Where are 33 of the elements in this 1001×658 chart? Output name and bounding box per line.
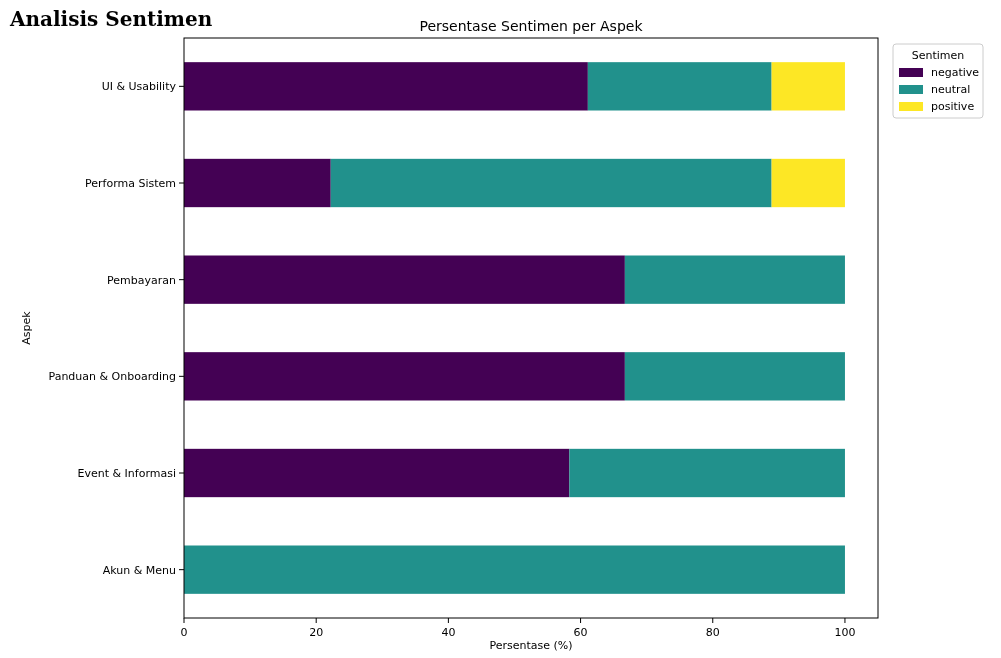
legend-label: negative [931,66,980,79]
bar [587,62,772,111]
bar [771,62,845,111]
chart-title: Persentase Sentimen per Aspek [419,18,644,34]
y-tick-label: Pembayaran [107,273,177,287]
y-axis-title: Aspek [20,310,33,345]
bar [184,352,625,401]
bar [184,545,845,594]
legend-title: Sentimen [911,49,965,62]
legend-label: neutral [931,83,971,96]
bar [771,158,845,208]
x-tick-label: 0 [180,626,188,639]
legend-label: positive [931,100,975,113]
y-tick-label: UI & Usability [101,80,177,94]
x-tick-label: 60 [573,626,588,639]
x-tick-label: 80 [705,626,720,639]
bar [624,352,845,401]
y-tick-label: Akun & Menu [102,563,176,577]
bar [624,255,845,304]
bar [330,158,772,208]
y-tick-label: Panduan & Onboarding [48,370,176,384]
bar [184,158,331,208]
bar [569,448,845,498]
x-tick-label: 20 [309,626,324,639]
x-axis-title: Persentase (%) [489,639,573,652]
bar [184,448,570,498]
y-tick-label: Event & Informasi [77,466,176,480]
bar [184,255,625,304]
x-tick-label: 40 [441,626,456,639]
text: Analisis Sentimen [9,7,213,31]
x-tick-label: 100 [834,626,856,639]
bar [184,62,588,111]
y-tick-label: Performa Sistem [85,176,176,190]
